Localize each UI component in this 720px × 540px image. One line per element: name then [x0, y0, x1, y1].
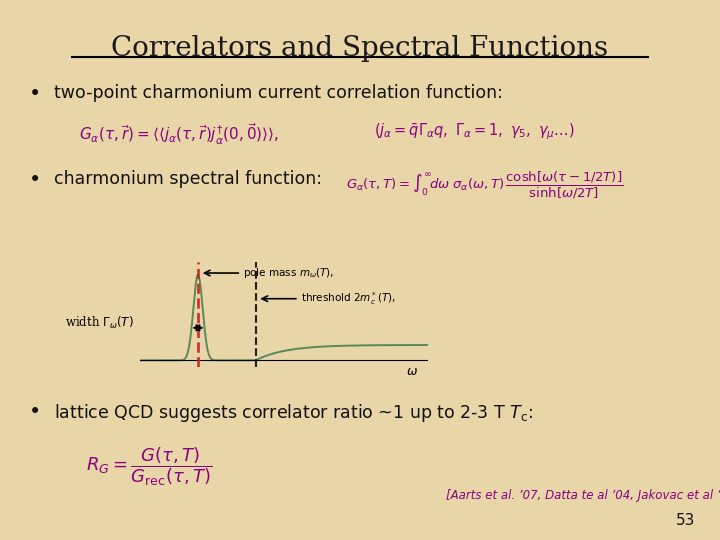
Text: •: •: [29, 84, 41, 104]
Text: width $\Gamma_{\omega}(T)$: width $\Gamma_{\omega}(T)$: [65, 315, 133, 331]
Text: [Aarts et al. ’07, Datta te al ’04, Jakovac et al ’07]: [Aarts et al. ’07, Datta te al ’04, Jako…: [446, 489, 720, 502]
Text: $(j_{\alpha}=\bar{q}\Gamma_{\alpha}q,\ \Gamma_{\alpha}=1,\ \gamma_5,\ \gamma_{\m: $(j_{\alpha}=\bar{q}\Gamma_{\alpha}q,\ \…: [374, 122, 575, 142]
Text: lattice QCD suggests correlator ratio ~1 up to 2-3 T $T_{\mathrm{c}}$:: lattice QCD suggests correlator ratio ~1…: [54, 402, 534, 424]
Text: Correlators and Spectral Functions: Correlators and Spectral Functions: [112, 35, 608, 62]
Text: threshold $2m_c^*(T)$,: threshold $2m_c^*(T)$,: [301, 291, 396, 307]
Text: •: •: [29, 170, 41, 190]
Text: 53: 53: [675, 513, 695, 528]
Text: $G_{\alpha}(\tau,T)=\int_0^{\infty}\!d\omega\;\sigma_{\alpha}(\omega,T)\,\dfrac{: $G_{\alpha}(\tau,T)=\int_0^{\infty}\!d\o…: [346, 170, 623, 201]
Text: $\omega$: $\omega$: [405, 366, 418, 379]
Text: charmonium spectral function:: charmonium spectral function:: [54, 170, 322, 188]
Text: $R_G = \dfrac{G(\tau,T)}{G_{\mathrm{rec}}(\tau,T)}$: $R_G = \dfrac{G(\tau,T)}{G_{\mathrm{rec}…: [86, 446, 212, 488]
Text: two-point charmonium current correlation function:: two-point charmonium current correlation…: [54, 84, 503, 102]
Text: pole mass $m_{\omega}(T)$,: pole mass $m_{\omega}(T)$,: [243, 266, 334, 280]
Text: $G_{\alpha}(\tau,\vec{r})=\langle\langle j_{\alpha}(\tau,\vec{r})j^{\dagger}_{\a: $G_{\alpha}(\tau,\vec{r})=\langle\langle…: [79, 122, 279, 147]
Text: •: •: [29, 402, 41, 422]
